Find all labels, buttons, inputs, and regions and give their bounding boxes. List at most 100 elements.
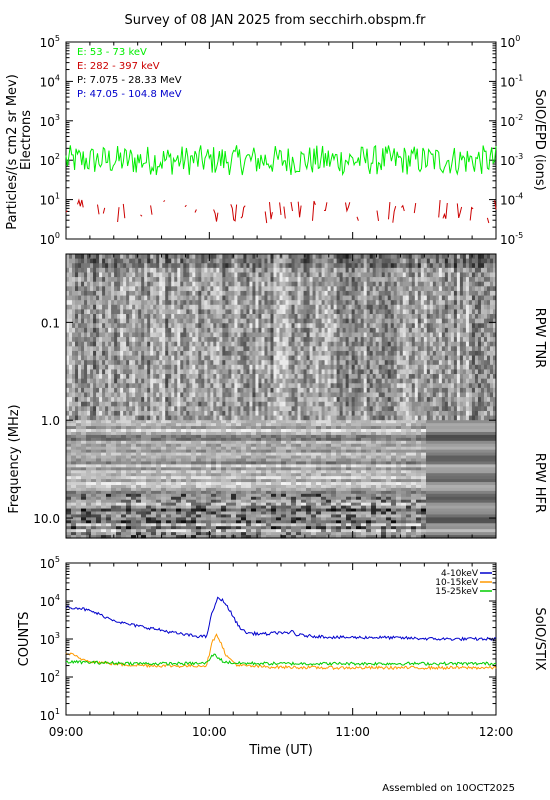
tnr-cell	[201, 309, 205, 315]
tnr-cell	[426, 295, 431, 301]
tnr-cell	[321, 410, 326, 417]
tnr-cell	[462, 290, 467, 297]
tnr-cell	[144, 314, 148, 320]
tnr-cell	[381, 401, 386, 407]
tnr-cell	[360, 346, 365, 352]
tnr-cell	[252, 397, 256, 403]
tnr-cell	[81, 300, 85, 306]
tnr-cell	[72, 369, 76, 375]
tnr-cell	[96, 406, 100, 412]
tnr-cell	[396, 263, 401, 269]
epd-series-line-2	[279, 202, 282, 215]
tnr-cell	[435, 374, 440, 380]
tnr-cell	[177, 254, 181, 260]
epd-series-line-2	[494, 200, 497, 210]
tnr-cell	[327, 383, 332, 389]
tnr-cell	[432, 392, 437, 398]
tnr-cell	[231, 323, 235, 329]
tnr-cell	[165, 300, 169, 306]
tnr-cell	[453, 415, 458, 421]
tnr-cell	[279, 397, 284, 403]
tnr-cell	[390, 314, 395, 320]
tnr-cell	[210, 332, 214, 338]
tnr-cell	[192, 374, 196, 380]
tnr-cell	[171, 327, 175, 334]
tnr-cell	[108, 267, 112, 274]
tnr-cell	[135, 415, 139, 421]
tnr-cell	[84, 387, 88, 394]
epd-series-line-2	[213, 209, 219, 222]
tnr-cell	[162, 369, 166, 375]
tnr-cell	[288, 272, 293, 278]
tnr-cell	[189, 397, 193, 403]
tnr-cell	[147, 383, 151, 389]
tnr-cell	[258, 415, 262, 421]
tnr-cell	[351, 258, 356, 264]
tnr-cell	[93, 397, 97, 403]
tnr-cell	[402, 267, 407, 274]
tnr-cell	[336, 314, 341, 320]
tnr-cell	[288, 350, 293, 357]
tnr-cell	[84, 397, 88, 403]
tnr-cell	[234, 374, 238, 380]
tnr-cell	[345, 355, 350, 361]
tnr-cell	[282, 383, 287, 389]
tnr-cell	[162, 304, 166, 310]
tnr-cell	[327, 323, 332, 329]
tnr-cell	[261, 397, 265, 403]
tnr-cell	[360, 383, 365, 389]
tnr-cell	[342, 383, 347, 389]
tnr-cell	[159, 387, 163, 394]
epd-series-line-2	[77, 198, 84, 208]
tnr-cell	[399, 374, 404, 380]
tnr-cell	[126, 258, 130, 264]
tnr-cell	[399, 332, 404, 338]
tnr-cell	[234, 332, 238, 338]
tnr-cell	[162, 318, 166, 324]
tnr-cell	[411, 304, 416, 310]
tnr-cell	[315, 397, 320, 403]
tnr-cell	[207, 346, 211, 352]
tnr-cell	[426, 314, 431, 320]
tnr-cell	[405, 369, 410, 375]
tnr-cell	[252, 410, 256, 417]
tnr-cell	[393, 415, 398, 421]
tnr-cell	[120, 374, 124, 380]
tnr-cell	[105, 304, 109, 310]
tnr-cell	[453, 410, 458, 417]
tnr-cell	[363, 277, 368, 283]
tnr-cell	[102, 374, 106, 380]
tnr-cell	[246, 397, 250, 403]
tnr-cell	[123, 392, 127, 398]
tnr-cell	[114, 300, 118, 306]
tnr-cell	[147, 295, 151, 301]
tnr-cell	[351, 397, 356, 403]
tnr-cell	[303, 410, 308, 417]
tnr-cell	[363, 309, 368, 315]
tnr-cell	[117, 387, 121, 394]
tnr-cell	[252, 286, 256, 292]
tnr-cell	[369, 378, 374, 384]
tnr-cell	[297, 254, 302, 260]
tnr-cell	[132, 286, 136, 292]
tnr-cell	[378, 397, 383, 403]
tnr-cell	[291, 369, 296, 375]
tnr-cell	[372, 337, 377, 343]
tnr-cell	[363, 401, 368, 407]
tnr-cell	[384, 406, 389, 412]
tnr-cell	[102, 360, 106, 366]
tnr-cell	[174, 360, 178, 366]
tnr-cell	[123, 254, 127, 260]
tnr-cell	[162, 277, 166, 283]
tnr-cell	[378, 387, 383, 394]
tnr-cell	[447, 272, 452, 278]
tnr-cell	[447, 410, 452, 417]
tnr-cell	[99, 383, 103, 389]
tnr-cell	[399, 415, 404, 421]
tnr-cell	[159, 309, 163, 315]
tnr-cell	[366, 314, 371, 320]
tnr-cell	[387, 397, 392, 403]
tnr-cell	[165, 337, 169, 343]
tnr-cell	[453, 364, 458, 371]
tnr-cell	[93, 350, 97, 357]
